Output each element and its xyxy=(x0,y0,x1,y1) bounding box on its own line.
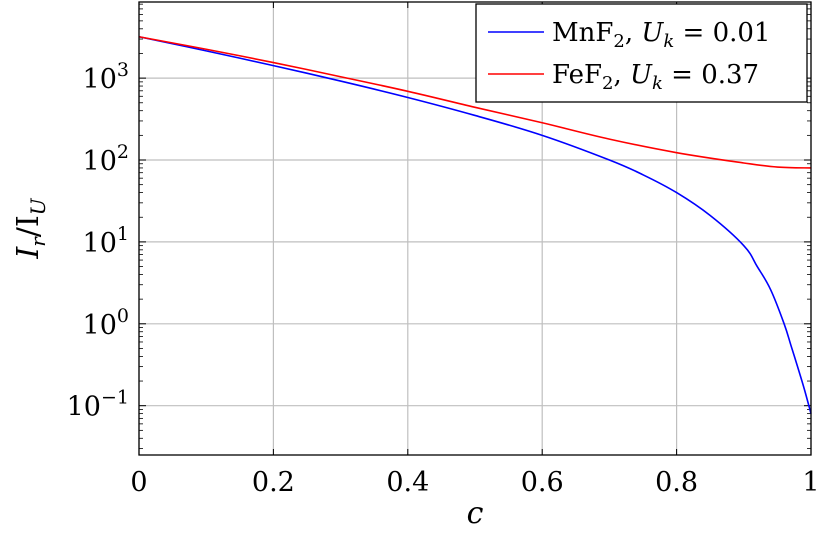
y-tick-base: 10 xyxy=(67,392,101,423)
y-tick-exponent: 0 xyxy=(117,305,129,327)
y-tick-label: 10−1 xyxy=(67,387,129,423)
x-tick-label: 0.4 xyxy=(386,467,429,498)
y-tick-label: 101 xyxy=(83,223,129,259)
y-axis-label-numerator: I xyxy=(11,246,46,260)
y-tick-exponent: 1 xyxy=(117,223,129,245)
x-tick-label: 1 xyxy=(802,467,819,498)
legend: MnF2, Uk = 0.01 FeF2, Uk = 0.37 xyxy=(475,3,808,103)
y-axis-label-denominator-sub: U xyxy=(26,197,50,215)
y-axis-label-numerator-sub: r xyxy=(26,236,50,247)
legend-entry-2: FeF2, Uk = 0.37 xyxy=(552,60,759,94)
y-tick-base: 10 xyxy=(83,228,117,259)
y-tick-label: 103 xyxy=(83,59,129,95)
x-tick-label: 0 xyxy=(130,467,147,498)
legend-box xyxy=(475,3,808,103)
y-tick-exponent: −1 xyxy=(101,387,129,409)
y-tick-base: 10 xyxy=(83,64,117,95)
y-tick-base: 10 xyxy=(83,310,117,341)
y-tick-exponent: 2 xyxy=(117,141,129,163)
x-tick-label: 0.6 xyxy=(521,467,564,498)
y-tick-label: 102 xyxy=(83,141,129,177)
x-tick-labels: 0 0.2 0.4 0.6 0.8 1 xyxy=(130,467,819,498)
y-axis-label-slash: /I xyxy=(11,215,46,237)
x-axis-label: c xyxy=(467,496,484,531)
legend-entry-1: MnF2, Uk = 0.01 xyxy=(552,18,770,52)
series-lines xyxy=(138,35,812,414)
y-axis-label: Ir/IU xyxy=(11,197,50,259)
series-line-1 xyxy=(138,35,812,414)
series-line-2 xyxy=(138,35,812,169)
x-tick-label: 0.8 xyxy=(655,467,698,498)
y-tick-exponent: 3 xyxy=(117,59,129,81)
y-tick-base: 10 xyxy=(83,146,117,177)
y-tick-label: 100 xyxy=(83,305,129,341)
x-tick-label: 0.2 xyxy=(252,467,295,498)
plot-frame xyxy=(138,1,812,456)
